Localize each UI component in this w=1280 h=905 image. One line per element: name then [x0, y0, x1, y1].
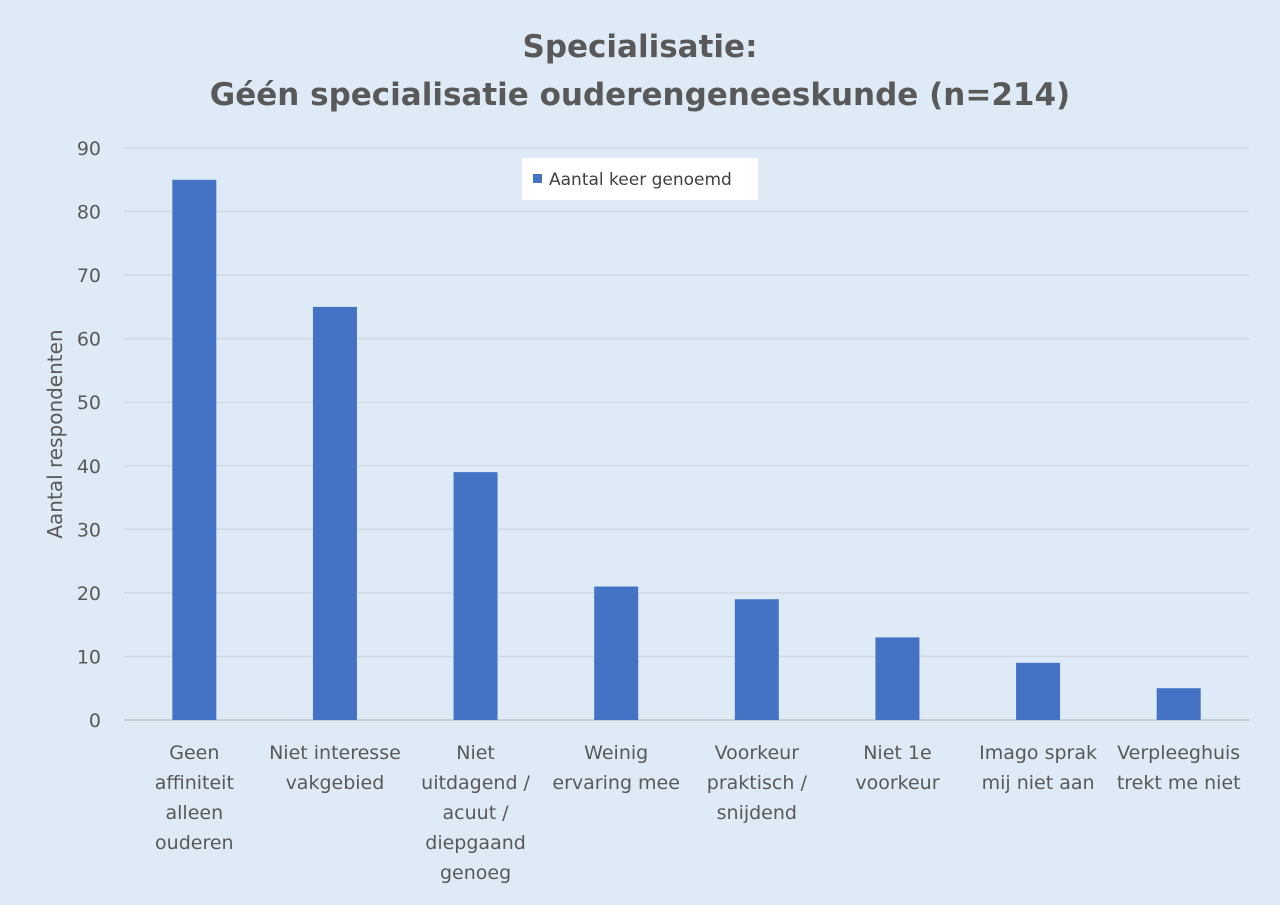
x-category-label: Niet uitdagend / acuut / diepgaand genoeg [421, 742, 530, 884]
y-tick-label: 80 [77, 202, 101, 224]
x-category-line: ouderen [155, 832, 234, 854]
bar [734, 599, 779, 720]
x-category-label: Imago sprak mij niet aan [979, 742, 1097, 794]
x-category-label: Niet 1e voorkeur [855, 742, 939, 794]
bar [594, 586, 639, 720]
bars [172, 179, 1201, 720]
bar [1156, 688, 1201, 720]
x-category-line: Imago sprak [979, 742, 1097, 764]
x-category-line: uitdagend / [421, 772, 530, 794]
legend-box [522, 158, 758, 200]
x-category-line: vakgebied [286, 772, 385, 794]
x-category-line: Niet interesse [269, 742, 401, 764]
x-category-line: trekt me niet [1117, 772, 1241, 794]
chart-title-line: Géén specialisatie ouderengeneeskunde (n… [210, 77, 1070, 113]
y-tick-label: 30 [77, 519, 101, 541]
x-category-line: ervaring mee [552, 772, 680, 794]
y-tick-label: 20 [77, 583, 101, 605]
gridlines [124, 147, 1249, 721]
bar [1016, 662, 1061, 720]
bar [453, 472, 498, 720]
x-category-label: Geen affiniteit alleen ouderen [155, 742, 234, 854]
y-tick-label: 10 [77, 646, 101, 668]
y-tick-label: 60 [77, 329, 101, 351]
x-category-line: affiniteit [155, 772, 234, 794]
y-axis-ticks: 0 10 20 30 40 50 60 70 80 90 [77, 138, 101, 732]
x-category-line: Weinig [584, 742, 648, 764]
y-tick-label: 90 [77, 138, 101, 160]
x-category-line: Niet 1e [863, 742, 931, 764]
x-category-label: Voorkeur praktisch / snijdend [707, 742, 808, 824]
chart-title-line: Specialisatie: [523, 29, 758, 65]
x-category-line: Niet [456, 742, 495, 764]
legend: Aantal keer genoemd [522, 158, 758, 200]
x-category-line: acuut / [443, 802, 510, 824]
x-category-line: snijdend [717, 802, 797, 824]
x-category-label: Verpleeghuis trekt me niet [1117, 742, 1241, 794]
x-category-line: alleen [166, 802, 224, 824]
chart-title: Specialisatie: Géén specialisatie ouderen… [210, 29, 1070, 113]
x-category-line: voorkeur [855, 772, 939, 794]
x-category-label: Niet interesse vakgebied [269, 742, 401, 794]
legend-label: Aantal keer genoemd [549, 170, 732, 190]
bar [172, 179, 217, 720]
x-category-line: Voorkeur [715, 742, 800, 764]
legend-swatch [533, 174, 542, 183]
x-axis-categories: Geen affiniteit alleen ouderen Niet interess… [155, 742, 1241, 884]
y-tick-label: 70 [77, 265, 101, 287]
bar [312, 306, 357, 720]
y-axis-title: Aantal respondenten [43, 329, 67, 538]
x-category-line: Verpleeghuis [1117, 742, 1240, 764]
x-category-line: mij niet aan [982, 772, 1095, 794]
y-tick-label: 40 [77, 456, 101, 478]
x-category-line: genoeg [440, 862, 511, 884]
x-category-label: Weinig ervaring mee [552, 742, 680, 794]
x-category-line: diepgaand [425, 832, 526, 854]
y-tick-label: 0 [89, 710, 101, 732]
x-category-line: Geen [169, 742, 219, 764]
y-tick-label: 50 [77, 392, 101, 414]
bar [875, 637, 920, 720]
x-category-line: praktisch / [707, 772, 808, 794]
